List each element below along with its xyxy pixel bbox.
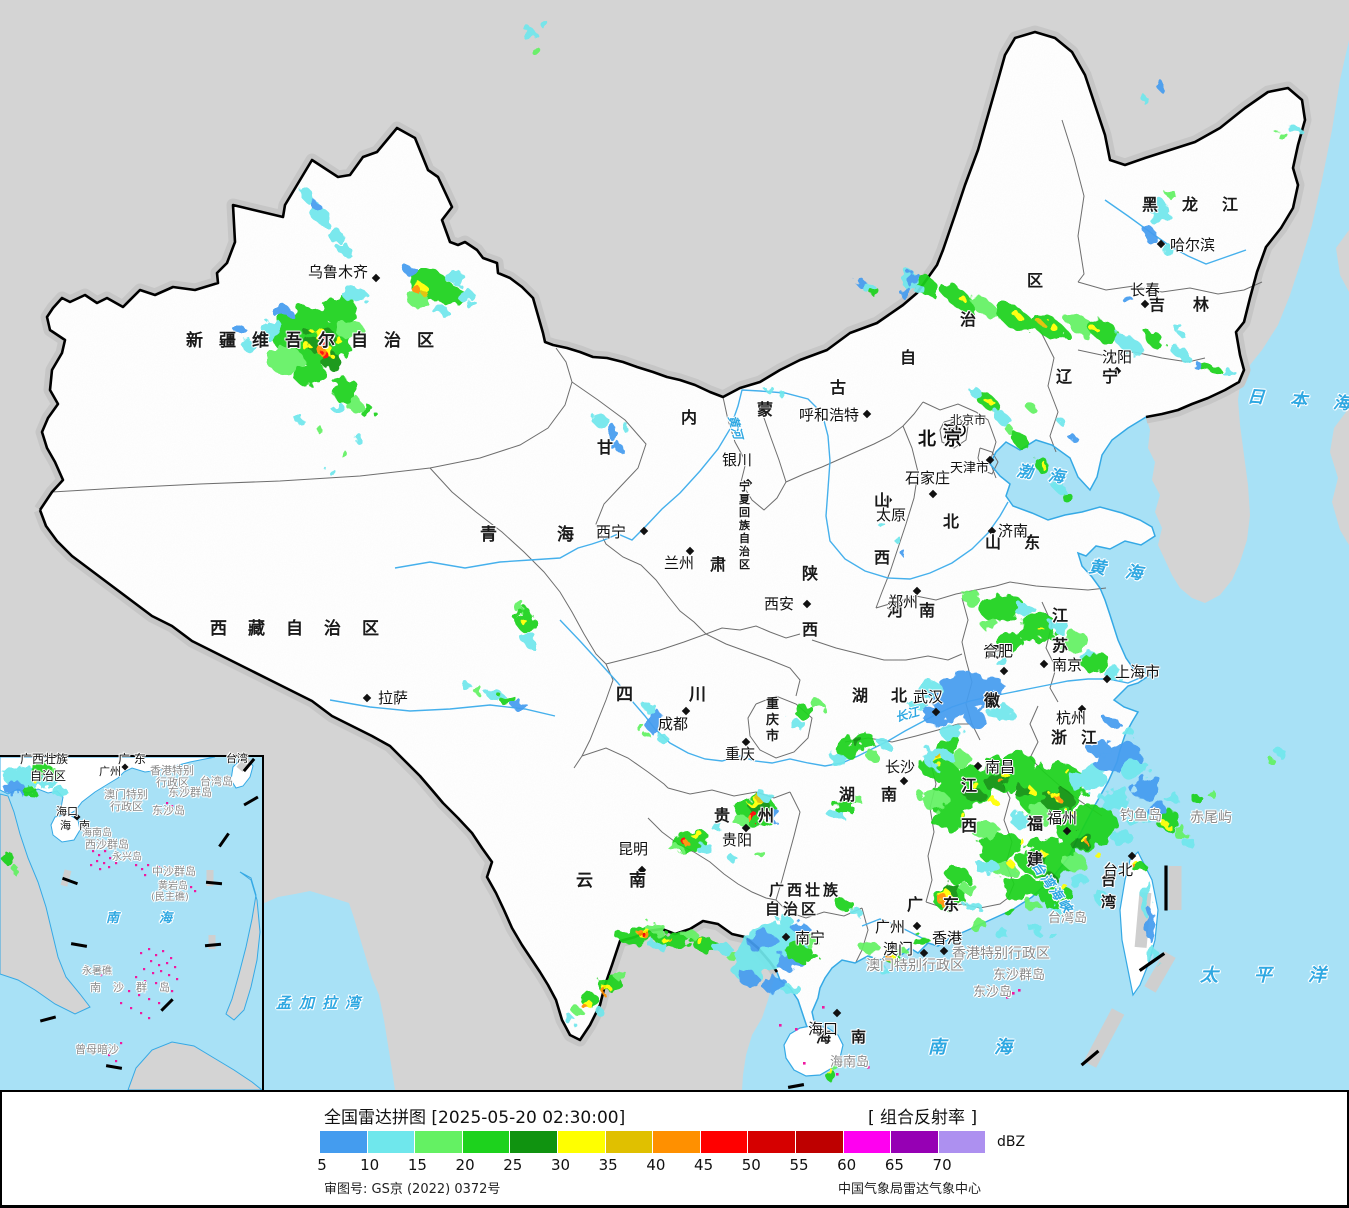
legend-value: 30 bbox=[550, 1156, 571, 1174]
city-marker bbox=[1140, 299, 1150, 309]
city-marker bbox=[741, 823, 751, 833]
legend-value: 70 bbox=[932, 1156, 952, 1174]
legend-color-cell bbox=[748, 1131, 795, 1153]
inset-indochina bbox=[0, 793, 91, 1015]
legend-color-cell bbox=[462, 1131, 510, 1153]
legend-value: 5 bbox=[317, 1156, 327, 1174]
city-marker bbox=[928, 489, 938, 499]
legend-value: 20 bbox=[455, 1156, 475, 1174]
legend-value: 60 bbox=[837, 1156, 857, 1174]
legend-color-cell bbox=[320, 1131, 367, 1153]
city-marker bbox=[1127, 851, 1137, 861]
inset-hainan bbox=[50, 813, 81, 843]
china-radar-map bbox=[0, 0, 1349, 1090]
legend-value: 10 bbox=[360, 1156, 380, 1174]
city-marker bbox=[912, 921, 922, 931]
city-marker bbox=[999, 666, 1009, 676]
legend-color-cell bbox=[700, 1131, 748, 1153]
national-border bbox=[38, 30, 1307, 511]
inset-city-marker bbox=[121, 763, 129, 771]
legend-value: 40 bbox=[646, 1156, 666, 1174]
legend-value: 50 bbox=[741, 1156, 761, 1174]
city-marker bbox=[1039, 659, 1049, 669]
city-marker bbox=[1112, 366, 1122, 376]
legend-color-cell bbox=[605, 1131, 653, 1153]
legend-color-cell bbox=[653, 1131, 700, 1153]
legend-value: 25 bbox=[503, 1156, 523, 1174]
city-marker bbox=[1102, 674, 1112, 684]
legend-color-cell bbox=[795, 1131, 843, 1153]
legend-color-cell bbox=[891, 1131, 938, 1153]
city-marker bbox=[637, 865, 647, 875]
legend-color-cell bbox=[843, 1131, 891, 1153]
city-marker bbox=[743, 478, 753, 488]
legend-values: 5 10 15 20 25 30 35 40 45 50 55 60 65 70 bbox=[2, 1156, 1349, 1174]
city-marker bbox=[973, 761, 983, 771]
product-name: [ 组合反射率 ] bbox=[868, 1108, 978, 1128]
legend-value: 55 bbox=[789, 1156, 809, 1174]
city-marker bbox=[1077, 704, 1087, 714]
city-marker bbox=[371, 273, 381, 283]
legend-value: 15 bbox=[407, 1156, 427, 1174]
inset-philippines bbox=[225, 871, 261, 1021]
legend-value: 45 bbox=[694, 1156, 714, 1174]
map-title: 全国雷达拼图 [2025-05-20 02:30:00] bbox=[324, 1108, 626, 1128]
inset-city-marker bbox=[73, 813, 81, 821]
legend-color-cell bbox=[938, 1131, 986, 1153]
city-marker bbox=[685, 546, 695, 556]
coastline bbox=[776, 416, 1156, 1032]
city-marker bbox=[939, 946, 949, 956]
legend-value: 35 bbox=[598, 1156, 618, 1174]
city-marker bbox=[862, 409, 872, 419]
city-marker bbox=[899, 776, 909, 786]
legend-color-cell bbox=[557, 1131, 605, 1153]
city-marker bbox=[681, 706, 691, 716]
legend-color-bar bbox=[320, 1131, 986, 1153]
inset-borneo bbox=[127, 1041, 262, 1090]
city-marker bbox=[741, 737, 751, 747]
city-marker bbox=[883, 495, 893, 505]
legend-color-cell bbox=[415, 1131, 462, 1153]
city-marker bbox=[1062, 826, 1072, 836]
inset-island-dots bbox=[90, 802, 197, 1063]
city-marker bbox=[802, 599, 812, 609]
inset-radar-echoes bbox=[3, 763, 68, 874]
boundary-dashes bbox=[787, 865, 1168, 1089]
south-china-sea-inset-map bbox=[0, 755, 264, 1090]
city-marker bbox=[781, 932, 791, 942]
city-marker bbox=[919, 948, 929, 958]
city-marker bbox=[912, 586, 922, 596]
map-approval-number: 审图号: GS京 (2022) 0372号 bbox=[324, 1182, 501, 1197]
city-marker bbox=[985, 455, 995, 465]
legend-color-cell bbox=[510, 1131, 557, 1153]
legend: 全国雷达拼图 [2025-05-20 02:30:00] [ 组合反射率 ] d… bbox=[0, 1090, 1349, 1208]
city-marker bbox=[639, 526, 649, 536]
inset-nine-dash-line bbox=[39, 757, 259, 1070]
agency-name: 中国气象局雷达气象中心 bbox=[838, 1182, 982, 1197]
city-marker bbox=[362, 693, 372, 703]
hainan-island bbox=[783, 1024, 844, 1077]
island-dots bbox=[779, 989, 1021, 1076]
city-marker bbox=[987, 526, 997, 536]
legend-value: 65 bbox=[884, 1156, 904, 1174]
city-marker bbox=[931, 707, 941, 717]
radar-echoes bbox=[234, 21, 1301, 1082]
legend-color-cell bbox=[367, 1131, 415, 1153]
city-markers bbox=[362, 239, 1166, 1018]
legend-unit: dBZ bbox=[997, 1134, 1026, 1150]
city-marker bbox=[832, 1008, 842, 1018]
